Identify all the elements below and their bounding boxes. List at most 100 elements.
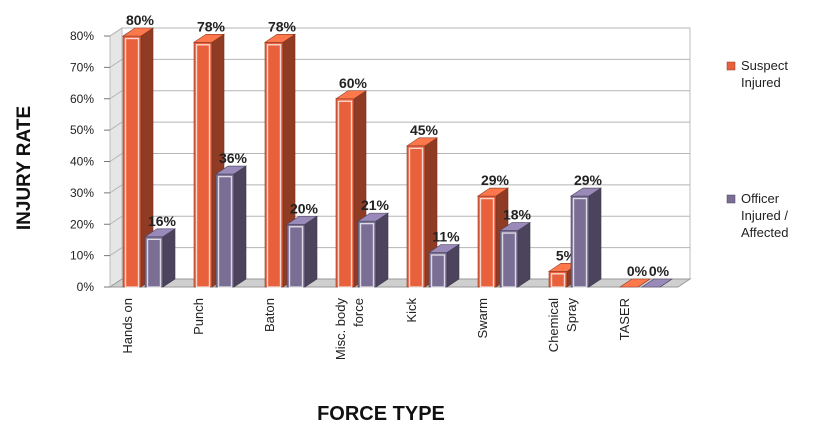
- y-tick-label: 70%: [70, 60, 94, 74]
- bar-top: [428, 244, 460, 253]
- bar-highlight: [479, 197, 495, 288]
- gridline: [109, 153, 690, 162]
- bar-highlight: [288, 226, 304, 288]
- legend-swatch: [726, 194, 736, 204]
- legend-label: Affected: [741, 225, 788, 240]
- bar: [144, 228, 176, 288]
- y-tick-label: 50%: [70, 123, 94, 137]
- y-tick-label: 80%: [70, 29, 94, 43]
- bar-top: [570, 187, 602, 197]
- bar-top: [641, 278, 673, 288]
- bar-highlight: [195, 44, 211, 288]
- bar-data-label: 78%: [197, 18, 226, 34]
- gridline: [109, 184, 690, 194]
- x-axis-ticks: Hands on Punch Baton Misc. body force Kick Swa…: [120, 298, 632, 361]
- bar-highlight: [408, 147, 424, 288]
- bar-top: [499, 222, 531, 231]
- bar-top: [477, 187, 509, 197]
- bar-highlight: [501, 232, 517, 288]
- bar-data-label: 11%: [432, 228, 460, 244]
- bar-data-label: 60%: [339, 75, 368, 91]
- bar: [286, 215, 318, 288]
- bar: [499, 221, 531, 288]
- legend-label: Suspect: [741, 58, 788, 73]
- y-tick-label: 30%: [70, 186, 94, 200]
- y-tick-label: 60%: [70, 92, 94, 106]
- legend-swatch: [726, 61, 736, 71]
- bar-data-label: 29%: [574, 172, 603, 188]
- bar-highlight: [266, 44, 282, 288]
- bar-side: [375, 212, 389, 288]
- bar-side: [304, 215, 318, 288]
- y-tick-label: 10%: [70, 249, 94, 263]
- x-tick-label: Punch: [191, 298, 206, 335]
- x-tick-label: force: [351, 298, 366, 327]
- x-axis-label: FORCE TYPE: [317, 403, 445, 425]
- x-tick-label: Spray: [564, 298, 579, 332]
- bar: [193, 33, 225, 288]
- bar-data-label: 16%: [148, 213, 177, 229]
- gridline: [109, 90, 690, 100]
- bar-top: [264, 33, 296, 43]
- x-tick-label: Chemical: [546, 298, 561, 352]
- bar-highlight: [124, 37, 140, 288]
- bar-data-label: 36%: [219, 150, 248, 166]
- bar-top: [357, 212, 389, 222]
- bar-highlight: [550, 273, 566, 288]
- bar-highlight: [146, 238, 162, 288]
- bar-data-label: 0%: [627, 263, 648, 279]
- bar: [122, 27, 154, 288]
- bar-highlight: [217, 175, 233, 288]
- x-tick-label: TASER: [617, 298, 632, 340]
- y-tick-label: 40%: [70, 155, 94, 169]
- x-tick-label: Misc. body: [333, 298, 348, 361]
- bar-top: [619, 278, 651, 288]
- y-axis-label: INJURY RATE: [14, 106, 35, 230]
- bar: [641, 278, 673, 288]
- bar-highlight: [359, 222, 375, 288]
- bar-data-label: 0%: [649, 263, 670, 279]
- legend-label: Injured: [741, 75, 781, 90]
- bar-highlight: [337, 100, 353, 288]
- bars: 80% 78% 78%60%45%29%5%0%16%36%20% 21%11%18%…: [122, 12, 673, 288]
- bar: [335, 90, 367, 288]
- bar-top: [286, 215, 318, 225]
- bar-top: [193, 33, 225, 43]
- bar: [215, 165, 247, 288]
- bar-top: [335, 90, 367, 100]
- bar: [570, 187, 602, 288]
- bar: [406, 137, 438, 288]
- bar-data-label: 78%: [268, 18, 297, 34]
- bar-data-label: 18%: [503, 207, 532, 223]
- gridline: [109, 121, 690, 131]
- legend: Suspect Injured Officer Injured / Affected: [726, 58, 788, 240]
- bar-side: [233, 165, 247, 288]
- legend-label: Officer: [741, 191, 780, 206]
- bar-data-label: 80%: [126, 12, 155, 28]
- y-tick-label: 20%: [70, 217, 94, 231]
- bar-top: [144, 228, 176, 238]
- x-tick-label: Hands on: [120, 298, 135, 354]
- bar-highlight: [572, 197, 588, 288]
- bar: [357, 212, 389, 288]
- gridline: [109, 58, 690, 68]
- bar: [428, 243, 460, 288]
- y-tick-label: 0%: [77, 280, 95, 294]
- bar-data-label: 29%: [481, 172, 510, 188]
- bar-data-label: 21%: [361, 197, 390, 213]
- bar-side: [588, 187, 602, 288]
- bar-data-label: 20%: [290, 200, 319, 216]
- bar: [619, 278, 651, 288]
- bar-side: [162, 228, 176, 288]
- x-tick-label: Baton: [262, 298, 277, 332]
- gridline: [109, 27, 690, 37]
- bar-side: [517, 221, 531, 288]
- x-tick-label: Swarm: [475, 298, 490, 338]
- bar-top: [122, 27, 154, 37]
- bar-top: [406, 137, 438, 147]
- x-tick-label: Kick: [404, 298, 419, 323]
- y-axis-ticks: 0% 10% 20% 30% 40% 50% 60% 70% 80%: [70, 29, 110, 294]
- legend-label: Injured /: [741, 208, 788, 223]
- bar-top: [215, 165, 247, 175]
